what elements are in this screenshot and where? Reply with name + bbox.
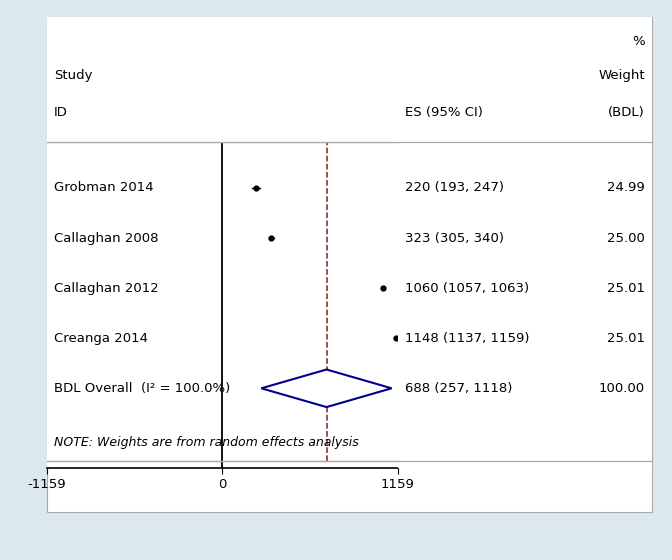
- Text: 25.00: 25.00: [607, 231, 645, 245]
- Text: 1148 (1137, 1159): 1148 (1137, 1159): [405, 332, 529, 345]
- Text: Grobman 2014: Grobman 2014: [54, 181, 153, 194]
- Text: 25.01: 25.01: [607, 282, 645, 295]
- Bar: [47, 142, 398, 468]
- Text: Creanga 2014: Creanga 2014: [54, 332, 148, 345]
- Text: BDL Overall  (I² = 100.0%): BDL Overall (I² = 100.0%): [54, 382, 230, 395]
- Text: 220 (193, 247): 220 (193, 247): [405, 181, 503, 194]
- Text: 24.99: 24.99: [607, 181, 645, 194]
- Text: 1060 (1057, 1063): 1060 (1057, 1063): [405, 282, 529, 295]
- Bar: [47, 17, 398, 142]
- Text: 323 (305, 340): 323 (305, 340): [405, 231, 503, 245]
- Text: 688 (257, 1118): 688 (257, 1118): [405, 382, 512, 395]
- Text: 25.01: 25.01: [607, 332, 645, 345]
- Text: (BDL): (BDL): [608, 106, 645, 119]
- Text: Weight: Weight: [599, 69, 645, 82]
- Text: ID: ID: [54, 106, 68, 119]
- Text: Study: Study: [54, 69, 92, 82]
- Text: %: %: [632, 35, 645, 48]
- Text: NOTE: Weights are from random effects analysis: NOTE: Weights are from random effects an…: [54, 436, 358, 449]
- Text: 100.00: 100.00: [599, 382, 645, 395]
- Text: ES (95% CI): ES (95% CI): [405, 106, 482, 119]
- Text: Callaghan 2008: Callaghan 2008: [54, 231, 159, 245]
- Polygon shape: [261, 370, 392, 407]
- Text: Callaghan 2012: Callaghan 2012: [54, 282, 159, 295]
